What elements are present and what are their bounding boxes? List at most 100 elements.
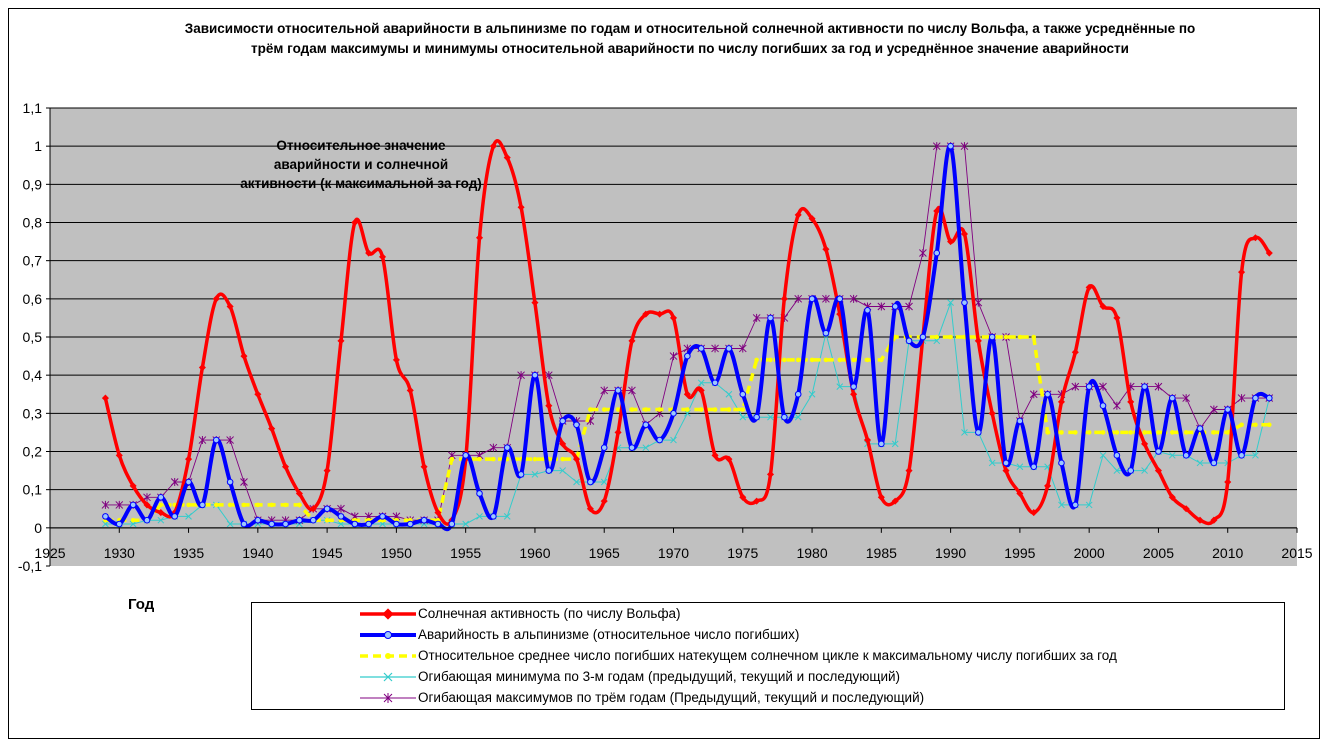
point-solar [850,390,858,398]
point-accident [864,306,871,314]
point-average [1059,430,1064,435]
point-min-envelope [476,513,483,520]
point-max-envelope [932,142,941,151]
point-average [823,357,829,363]
point-average [809,357,815,363]
point-max-envelope [877,302,886,311]
point-min-envelope [739,413,747,421]
point-max-envelope [101,500,110,509]
point-average [1156,430,1161,435]
point-accident [545,467,553,474]
point-solar [143,501,151,509]
point-solar [974,337,982,345]
y-tick-label: 0,5 [23,329,43,345]
point-average [449,456,455,462]
point-max-envelope [600,386,609,395]
point-accident [157,494,165,501]
point-average [712,407,718,412]
point-accident [1224,406,1232,413]
point-min-envelope [379,520,386,528]
point-average [1100,430,1106,435]
point-min-envelope [573,478,580,486]
point-min-envelope [1113,467,1121,474]
point-accident [725,345,733,352]
point-accident [365,520,372,528]
point-solar [766,470,775,478]
point-average [269,502,274,508]
point-solar [295,489,303,498]
point-solar [642,310,650,318]
point-accident [1182,452,1190,459]
point-accident [739,390,747,398]
point-accident [434,520,442,528]
point-accident [697,345,705,352]
point-min-envelope [836,383,844,390]
point-accident [781,413,788,421]
point-max-envelope [226,436,234,445]
point-accident [420,516,428,524]
point-average [1142,430,1147,435]
point-accident [1099,402,1107,410]
point-solar [531,299,539,307]
point-solar [947,238,955,246]
point-min-envelope [600,478,608,486]
point-average [324,517,330,523]
legend-item-accident: Аварийность в альпинизме (относительное … [252,625,1284,645]
point-max-envelope [115,500,124,509]
point-solar [517,203,525,211]
point-min-envelope [725,390,733,398]
x-tick-label: 1935 [173,545,204,561]
point-max-envelope [711,344,719,353]
x-tick-label: 2000 [1074,545,1105,561]
point-max-envelope [794,294,803,303]
point-min-envelope [808,390,816,398]
point-average [768,357,773,363]
point-solar [863,436,872,444]
point-max-envelope [1071,382,1080,391]
point-max-envelope [849,294,858,303]
point-average [588,407,593,412]
point-average [1211,430,1217,435]
point-average [255,502,261,508]
legend-item-max-envelope: Огибающая максимумов по трём годам (Пред… [252,688,1284,708]
point-accident [753,413,760,421]
point-average [1170,430,1175,435]
point-min-envelope [1141,467,1148,474]
point-solar [822,245,830,253]
point-solar [101,394,109,402]
point-min-envelope [947,299,954,307]
point-min-envelope [226,520,234,528]
point-accident [1196,425,1204,432]
point-accident [808,295,816,303]
point-solar [434,509,442,517]
point-solar [309,505,317,513]
point-accident [1127,467,1135,474]
x-tick-label: 1955 [450,545,481,561]
point-average [685,407,690,412]
point-max-envelope [752,313,761,322]
x-axis-label: Год [128,596,155,613]
point-average [879,357,884,363]
y-tick-label: 1 [34,138,42,154]
point-solar [240,352,248,360]
point-average [1183,430,1189,435]
point-solar [420,463,428,471]
point-accident [1155,448,1162,455]
point-average [1086,430,1092,435]
point-min-envelope [129,520,137,528]
point-solar [572,455,581,463]
point-solar [656,310,664,318]
x-tick-label: 1940 [242,545,273,561]
point-accident [1238,452,1245,459]
point-solar [406,386,414,394]
point-solar [226,302,234,311]
point-min-envelope [503,513,511,520]
point-solar [157,509,165,517]
point-average [532,456,538,462]
point-min-envelope [642,444,650,452]
x-tick-label: 1970 [658,545,689,561]
x-tick-label: 1985 [866,545,897,561]
point-accident [1085,383,1093,390]
point-accident [115,520,123,528]
